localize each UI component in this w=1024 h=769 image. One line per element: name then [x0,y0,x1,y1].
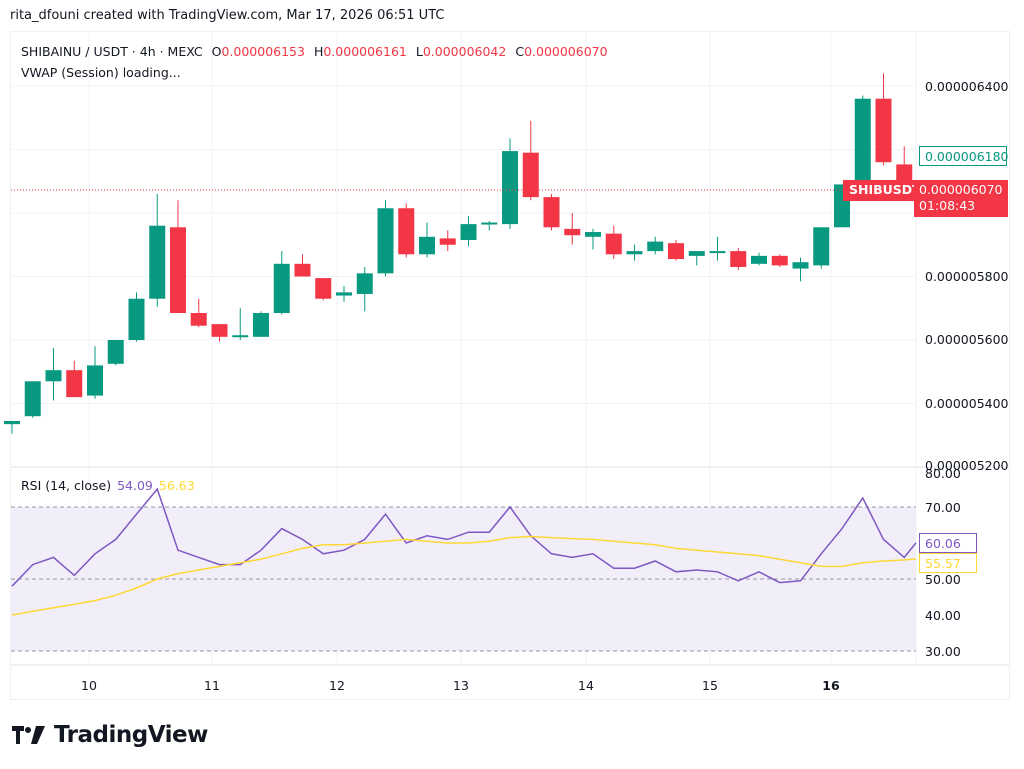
candle[interactable] [813,227,830,269]
rsi-value: 54.09 [117,478,153,493]
candle[interactable] [356,266,373,312]
candle[interactable] [315,278,332,301]
price-axis-label: 0.000005200 [925,458,1009,473]
high-label: H [313,44,324,59]
tradingview-logo: TradingView [12,722,208,748]
chart-frame [10,31,1010,700]
candle[interactable] [149,193,166,307]
rsi-axis-label: 80.00 [925,466,961,481]
candle[interactable] [668,239,684,261]
price-axis-label: 0.000005400 [925,396,1009,411]
candle[interactable] [647,236,664,255]
high-value: 0.000006161 [323,44,407,59]
candle[interactable] [190,298,207,328]
candle[interactable] [792,257,809,282]
rsi-axis-label: 30.00 [925,644,961,659]
rsi-legend[interactable]: RSI (14, close) 54.09 56.63 [21,478,195,493]
brand-name: TradingView [54,722,208,748]
candle[interactable] [419,222,435,258]
candle[interactable] [502,138,518,229]
low-value: 0.000006042 [422,44,507,59]
candle[interactable] [688,251,705,266]
candle[interactable] [460,216,477,247]
candle[interactable] [211,324,228,342]
candle[interactable] [336,286,352,302]
candle[interactable] [24,381,41,418]
candle[interactable] [585,228,601,250]
open-label: O [211,44,222,59]
last-price-value: 0.000006070 [919,182,1003,197]
last-price-tag: 0.000006070 01:08:43 [914,180,1008,217]
candle[interactable] [709,236,726,261]
candle[interactable] [481,220,498,231]
candle[interactable] [4,420,20,434]
bar-countdown: 01:08:43 [919,198,976,213]
candle[interactable] [543,193,560,231]
candle[interactable] [273,251,290,315]
candle[interactable] [751,252,767,266]
time-axis-label: 15 [702,678,718,693]
rsi-axis-label: 40.00 [925,608,961,623]
candle[interactable] [377,200,394,277]
close-value: 0.000006070 [524,44,608,59]
candle[interactable] [232,308,249,340]
rsi-axis-label: 50.00 [925,572,961,587]
time-axis-label: 13 [453,678,469,693]
candle[interactable] [439,230,456,252]
time-axis-label: 10 [81,678,97,693]
open-value: 0.000006153 [221,44,305,59]
low-label: L [415,44,423,59]
symbol-info[interactable]: SHIBAINU / USDT · 4h · MEXC [21,44,203,59]
candle[interactable] [730,247,747,271]
symbol-legend: SHIBAINU / USDT · 4h · MEXC O0.000006153… [21,41,608,83]
candle[interactable] [875,73,892,166]
candle[interactable] [107,340,124,366]
candle[interactable] [854,95,871,191]
candle[interactable] [771,254,788,267]
candle[interactable] [294,254,311,277]
chart-credit: rita_dfouni created with TradingView.com… [10,8,445,23]
price-axis-label: 0.000005800 [925,269,1009,284]
rsi-ma-line[interactable] [11,535,917,616]
symbol-price-tag: SHIBUSDT [843,180,927,201]
candle[interactable] [605,225,622,260]
candle[interactable] [87,346,103,399]
candle[interactable] [626,244,643,261]
rsi-axis-label: 70.00 [925,500,961,515]
candle[interactable] [128,292,145,342]
price-axis-label: 0.000006400 [925,79,1009,94]
close-label: C [515,44,525,59]
tradingview-logo-icon [12,726,45,744]
candle[interactable] [66,360,83,398]
candle[interactable] [564,213,581,245]
time-axis-label: 12 [329,678,345,693]
time-axis-label: 14 [578,678,594,693]
rsi-line[interactable] [11,487,917,587]
price-axis-label: 0.000005600 [925,332,1009,347]
candle[interactable] [253,311,269,337]
rsi-value-tag: 60.06 [919,533,977,553]
time-axis-label: 16 [822,678,840,693]
vwap-indicator-legend[interactable]: VWAP (Session) loading... [21,65,181,80]
candle[interactable] [398,203,415,258]
rsi-ma-value: 56.63 [158,478,195,493]
candle[interactable] [45,347,62,401]
time-axis-label: 11 [204,678,220,693]
rsi-ma-value-tag: 55.57 [919,553,977,573]
candle[interactable] [170,200,186,314]
candle[interactable] [522,120,539,201]
rsi-title: RSI (14, close) [21,478,112,493]
price-tag-green: 0.000006180 [919,146,1009,166]
